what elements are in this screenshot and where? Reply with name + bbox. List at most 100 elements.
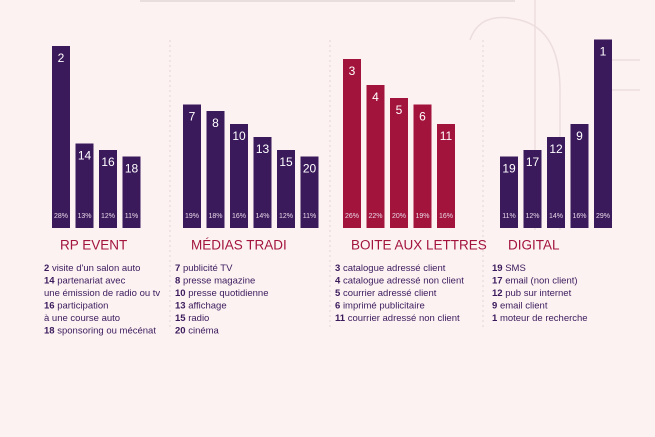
bar <box>413 104 432 228</box>
bar-rank: 15 <box>279 155 293 169</box>
legend-rank: 9 <box>492 300 497 311</box>
value-label: 16% <box>232 213 246 220</box>
bar-rank: 11 <box>440 129 453 143</box>
value-label: 18% <box>208 213 222 220</box>
legend-item: 7 publicité TV <box>175 263 233 274</box>
bar-rank: 6 <box>419 110 426 124</box>
legend-text: cinéma <box>188 325 219 336</box>
legend-text: courrier adressé non client <box>348 313 460 324</box>
legend-rank: 7 <box>175 263 180 274</box>
legend-rank: 3 <box>335 263 340 274</box>
bar <box>366 85 385 228</box>
value-label: 19% <box>415 213 429 220</box>
bar-rank: 1 <box>600 45 607 59</box>
legend-text: visite d'un salon auto <box>52 263 140 274</box>
bar <box>570 124 589 228</box>
separators <box>169 40 484 330</box>
legend-item: 3 catalogue adressé client <box>335 263 446 274</box>
legend-text: email client <box>500 300 548 311</box>
legend-rank: 6 <box>335 300 340 311</box>
value-label: 13% <box>77 213 91 220</box>
value-label: 20% <box>392 213 406 220</box>
legend-item: 14 partenariat avec <box>44 275 126 286</box>
legend-text: affichage <box>188 300 226 311</box>
bar <box>300 156 319 228</box>
group-title: MÉDIAS TRADI <box>191 238 287 253</box>
legend-item: 20 cinéma <box>175 325 220 336</box>
bar-rank: 4 <box>372 90 379 104</box>
legend-rank: 16 <box>44 300 55 311</box>
legend-rank: 2 <box>44 263 49 274</box>
legend-item: 12 pub sur internet <box>492 288 572 299</box>
top-rule <box>140 0 515 2</box>
legend-rank: 5 <box>335 288 341 299</box>
bar-rank: 12 <box>549 142 563 156</box>
legend-item: 11 courrier adressé non client <box>335 313 460 324</box>
value-label: 26% <box>345 213 359 220</box>
bar-rank: 16 <box>101 155 115 169</box>
legend-rank: 13 <box>175 300 186 311</box>
legend-item: 8 presse magazine <box>175 275 255 286</box>
bar <box>437 124 455 228</box>
bar-rank: 19 <box>502 162 516 176</box>
legend-rank: 12 <box>492 288 503 299</box>
bar <box>253 137 272 228</box>
legend-rank: 19 <box>492 263 503 274</box>
legend-text: à une course auto <box>44 313 120 324</box>
legend-rank: 17 <box>492 275 503 286</box>
bar-rank: 20 <box>303 162 317 176</box>
value-label: 16% <box>439 213 453 220</box>
legend-text: moteur de recherche <box>500 313 588 324</box>
legend-rank: 4 <box>335 275 341 286</box>
bar <box>52 46 70 228</box>
value-label: 11% <box>125 213 139 220</box>
bar-rank: 10 <box>232 129 246 143</box>
legend-item: à une course auto <box>44 313 120 324</box>
legend-rank: 1 <box>492 313 498 324</box>
legend-item: 19 SMS <box>492 263 526 274</box>
value-label: 14% <box>255 213 269 220</box>
bar <box>75 143 94 228</box>
legend-item: 15 radio <box>175 313 209 324</box>
legend-text: catalogue adressé client <box>343 263 446 274</box>
bar-rank: 17 <box>526 155 540 169</box>
legend-text: radio <box>188 313 209 324</box>
legend-rank: 20 <box>175 325 186 336</box>
legend-text: email (non client) <box>505 275 577 286</box>
bar <box>500 156 518 228</box>
legend-text: presse quotidienne <box>188 288 268 299</box>
bar-rank: 14 <box>78 149 92 163</box>
legend-rank: 11 <box>335 313 346 324</box>
legend-text: sponsoring ou mécénat <box>57 325 156 336</box>
legend-rank: 8 <box>175 275 180 286</box>
bar <box>206 111 225 228</box>
value-label: 12% <box>525 213 539 220</box>
value-label: 11% <box>502 213 516 220</box>
value-label: 19% <box>185 213 199 220</box>
bar-rank: 5 <box>396 103 403 117</box>
legend-rank: 10 <box>175 288 186 299</box>
legend-text: partenariat avec <box>57 275 125 286</box>
legend-text: presse magazine <box>183 275 255 286</box>
legend-text: participation <box>57 300 108 311</box>
bar-rank: 3 <box>349 64 356 78</box>
value-label: 22% <box>368 213 382 220</box>
legend-item: 5 courrier adressé client <box>335 288 437 299</box>
legend-item: 18 sponsoring ou mécénat <box>44 325 156 336</box>
legend-item: 16 participation <box>44 300 108 311</box>
bar <box>183 104 201 228</box>
legend-text: pub sur internet <box>505 288 571 299</box>
bar <box>99 150 117 228</box>
bar <box>547 137 565 228</box>
bar <box>594 39 612 228</box>
legend-item: 10 presse quotidienne <box>175 288 269 299</box>
legend-rank: 14 <box>44 275 55 286</box>
bar-rank: 9 <box>576 129 583 143</box>
value-label: 29% <box>596 213 610 220</box>
value-label: 12% <box>101 213 115 220</box>
legend-rank: 15 <box>175 313 186 324</box>
legend-text: une émission de radio ou tv <box>44 288 160 299</box>
legend-item: 17 email (non client) <box>492 275 578 286</box>
bar <box>523 150 542 228</box>
